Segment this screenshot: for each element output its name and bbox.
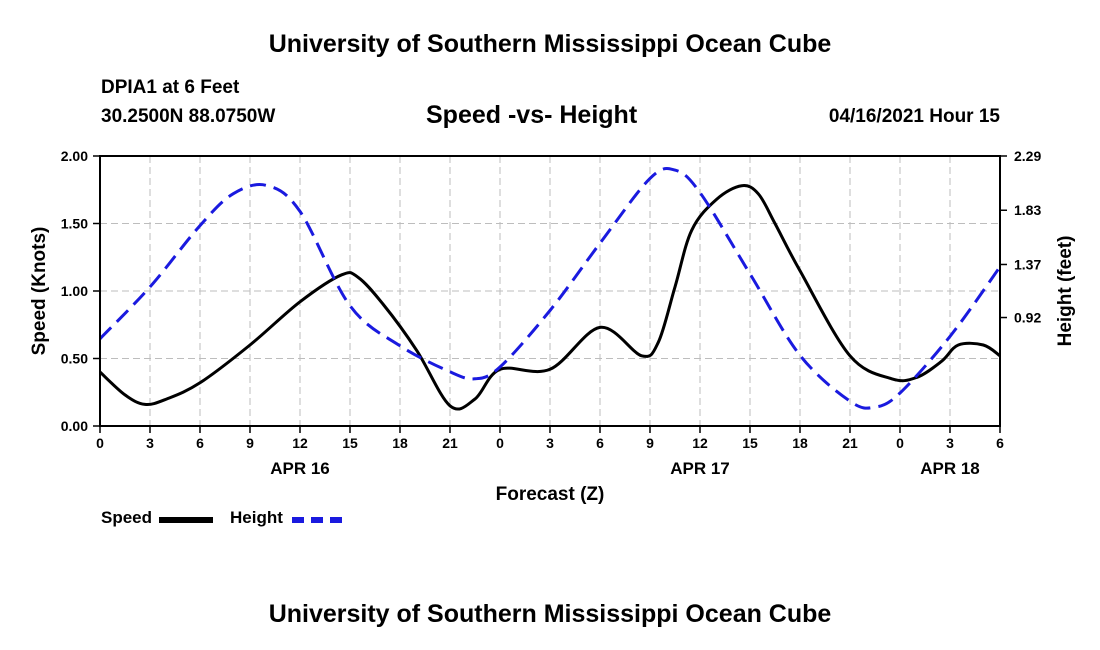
y2-tick-label: 1.83 [1014,202,1041,218]
date-label: APR 17 [670,459,730,478]
station-label: DPIA1 at 6 Feet [101,77,240,98]
y2-tick-label: 2.29 [1014,148,1041,164]
x-tick-label: 3 [546,435,554,451]
footer-title: University of Southern Mississippi Ocean… [268,600,832,628]
forecast-date-stamp: 04/16/2021 Hour 15 [828,106,1000,127]
grid-layer [100,156,1000,426]
x-tick-label: 6 [196,435,204,451]
x-tick-label: 18 [792,435,808,451]
speed-series-line [98,184,1001,411]
height-series-line [98,167,1002,410]
x-tick-label: 6 [996,435,1004,451]
legend-speed-label: Speed [101,508,153,527]
x-tick-label: 12 [692,435,708,451]
x-tick-label: 15 [742,435,758,451]
legend-speed-swatch [159,517,213,523]
legend-height-label: Height [230,508,283,527]
chart-title: Speed -vs- Height [426,101,638,129]
y-tick-label: 2.00 [61,148,88,164]
y-tick-label: 0.00 [61,418,88,434]
y-axis-title: Speed (Knots) [29,227,50,356]
x-tick-label: 18 [392,435,408,451]
y-tick-label: 1.00 [61,283,88,299]
x-tick-label: 12 [292,435,308,451]
y-tick-label: 1.50 [61,216,88,232]
x-tick-label: 9 [246,435,254,451]
x-tick-label: 0 [496,435,504,451]
station-coordinates: 30.2500N 88.0750W [101,106,276,127]
x-tick-label: 0 [896,435,904,451]
x-tick-label: 3 [146,435,154,451]
page-title: University of Southern Mississippi Ocean… [268,30,832,58]
x-tick-label: 21 [842,435,858,451]
x-tick-label: 15 [342,435,358,451]
x-axis-title: Forecast (Z) [496,484,605,505]
y2-tick-label: 1.37 [1014,256,1041,272]
x-tick-label: 6 [596,435,604,451]
x-tick-label: 9 [646,435,654,451]
series-layer [98,167,1002,411]
axis-layer: 0 3 6 9 12 15 18 21 0 3 6 9 12 15 18 21 0 3 6 0.00 0.50 1.00 1… [61,148,1042,478]
y2-axis-title: Height (feet) [1055,236,1076,347]
x-tick-label: 0 [96,435,104,451]
date-label: APR 16 [270,459,330,478]
date-label: APR 18 [920,459,980,478]
x-tick-label: 3 [946,435,954,451]
y2-tick-label: 0.92 [1014,310,1041,326]
legend-height-swatch [292,517,342,523]
y-tick-label: 0.50 [61,351,88,367]
x-tick-label: 21 [442,435,458,451]
